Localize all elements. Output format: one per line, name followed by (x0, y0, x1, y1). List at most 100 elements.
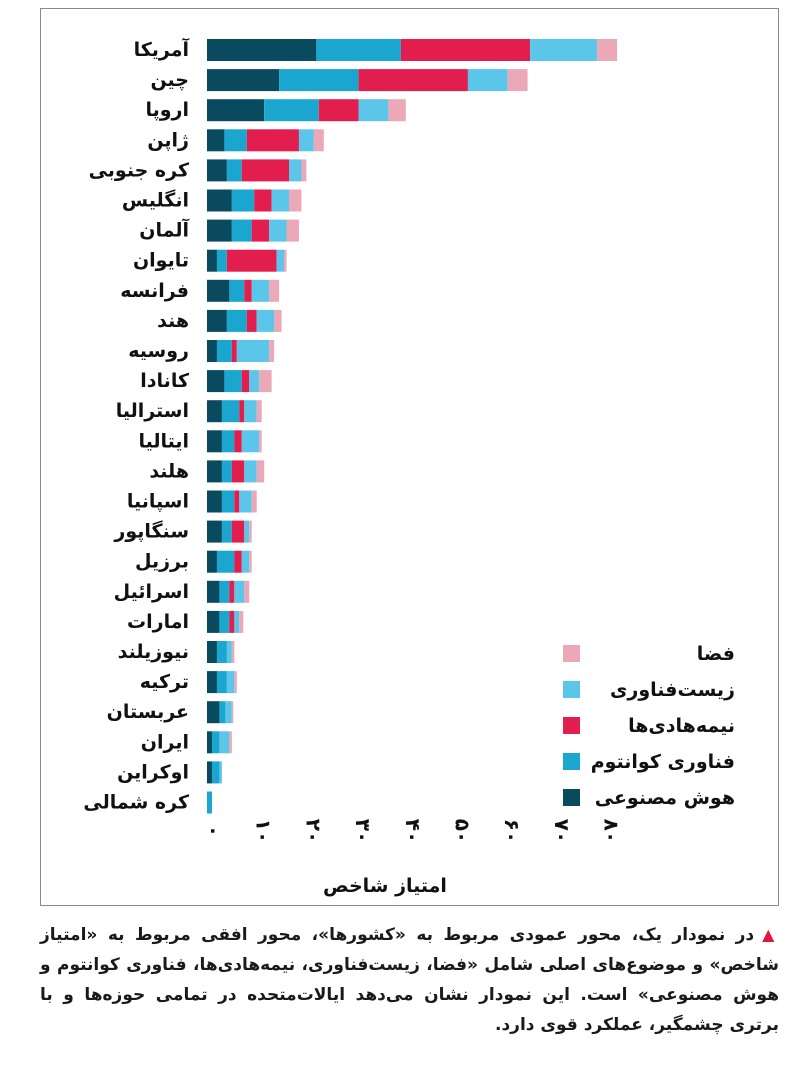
category-label: ایتالیا (138, 430, 189, 452)
bar-segment (530, 39, 598, 61)
bar-segment (207, 430, 222, 453)
category-label: کره جنوبی (89, 159, 190, 181)
bar-segment (241, 430, 260, 453)
bar-segment (207, 249, 217, 272)
x-axis-label: امتیاز شاخص (323, 875, 447, 897)
bar-segment (224, 370, 242, 393)
bar-segment (211, 761, 220, 784)
bar-segment (231, 641, 235, 663)
category-label: روسیه (128, 340, 189, 362)
category-label: نیوزیلند (118, 641, 189, 663)
bar-segment (207, 219, 232, 242)
bar-segment (207, 279, 230, 302)
category-label: اروپا (145, 99, 189, 121)
category-label: تایوان (133, 250, 189, 272)
x-tick-label: ۱۰ (252, 819, 276, 843)
bar-segment (207, 520, 222, 543)
bar-segment (251, 279, 270, 302)
category-label: امارات (127, 611, 189, 633)
category-label: کره شمالی (83, 792, 190, 814)
bar-segment (229, 580, 235, 603)
bar-segment (219, 610, 230, 633)
bar-segment (229, 279, 245, 302)
category-label: اسرائیل (114, 581, 189, 603)
bar-segment (219, 701, 226, 724)
bar-segment (289, 159, 302, 182)
bar-segment (234, 550, 242, 573)
bar-segment (226, 159, 242, 182)
stacked-bar-chart: آمریکا چین اروپا ژاپن کره جنوبی انگلیس آلمان تا… (83, 37, 735, 897)
bar-segment (211, 731, 220, 754)
bar-segment (276, 249, 285, 272)
bar-segment (597, 39, 618, 61)
bar-segment (358, 69, 468, 92)
bar-segment (221, 520, 232, 543)
bar-segment (216, 249, 227, 272)
bar-segment (298, 129, 314, 152)
bar-segment (221, 400, 240, 423)
bar-segment (249, 370, 260, 393)
bar-segment (207, 701, 220, 724)
legend-swatch (563, 789, 580, 806)
category-label: ژاپن (147, 129, 189, 151)
category-label: آمریکا (134, 37, 190, 61)
bar-segment (256, 309, 275, 332)
x-tick-label: ۷۰ (550, 819, 574, 843)
bar-segment (207, 490, 222, 513)
bar-segment (241, 370, 250, 393)
bar-segment (207, 370, 225, 393)
bar-segment (219, 761, 222, 784)
legend-swatch (563, 717, 580, 734)
bar-segment (207, 309, 227, 332)
bar-segment (286, 219, 299, 242)
bar-segment (274, 309, 282, 332)
bar-segment (207, 189, 232, 212)
bar-segment (254, 189, 272, 212)
bar-segment (229, 731, 232, 754)
legend-label: فضا (697, 643, 735, 665)
bar-segment (271, 189, 290, 212)
bar-segment (244, 460, 257, 483)
bar-segment (388, 99, 406, 122)
x-tick-label: ۸۰ (600, 819, 624, 843)
bar-segment (507, 69, 528, 92)
bar-segment (264, 99, 319, 122)
bar-segment (231, 219, 252, 242)
category-label: انگلیس (122, 189, 189, 212)
bar-segment (231, 189, 255, 212)
caption-triangle-icon: ▲ (762, 925, 779, 944)
bar-segment (244, 520, 250, 543)
legend-label: فناوری کوانتوم (591, 751, 735, 773)
bar-segment (224, 129, 247, 152)
category-label: هلند (149, 460, 189, 482)
category-label: کانادا (140, 370, 190, 392)
bar-segment (244, 580, 250, 603)
bar-segment (289, 189, 302, 212)
bar-segment (400, 39, 531, 61)
bar-segment (231, 701, 234, 724)
bar-segment (216, 340, 232, 362)
bar-segment (249, 520, 252, 543)
category-label: چین (150, 69, 189, 91)
bar-segment (219, 731, 230, 754)
bar-segment (244, 400, 257, 423)
category-label: عربستان (107, 701, 189, 723)
x-tick-label: ۴۰ (401, 819, 425, 843)
bar-segment (236, 340, 270, 362)
category-label: اوکراین (117, 761, 189, 783)
chart-frame: آمریکا چین اروپا ژاپن کره جنوبی انگلیس آلمان تا… (40, 8, 779, 906)
bar-segment (207, 550, 217, 573)
bar-segment (207, 39, 317, 61)
category-label: ترکیه (140, 671, 189, 693)
bar-segment (226, 671, 235, 694)
bar-segment (301, 159, 307, 182)
bar-segment (318, 99, 359, 122)
bar-segment (259, 430, 262, 453)
bar-segment (221, 430, 235, 453)
bar-segment (216, 550, 235, 573)
bar-segment (256, 460, 265, 483)
x-tick-label: ۶۰ (500, 819, 524, 843)
bar-segment (226, 309, 247, 332)
category-label: استرالیا (116, 400, 189, 422)
bar-segment (358, 99, 389, 122)
